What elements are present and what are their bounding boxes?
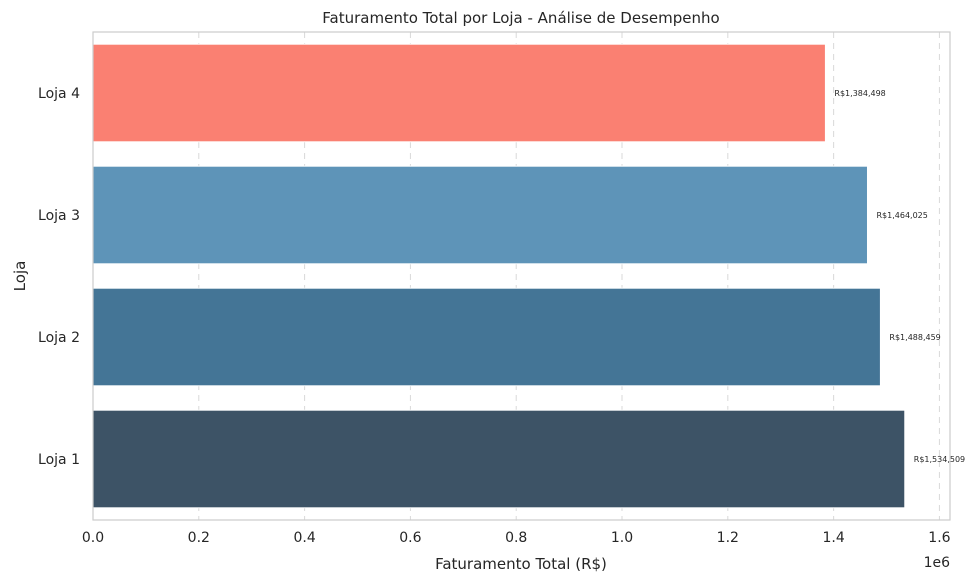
x-tick-label: 0.8 xyxy=(505,530,527,546)
bar-loja-1 xyxy=(92,409,906,509)
x-tick-label: 1.2 xyxy=(717,530,739,546)
y-axis-ticks: Loja 1 Loja 2 Loja 3 Loja 4 xyxy=(38,86,80,468)
bar-value-label: R$1,384,498 xyxy=(834,89,885,98)
bar-loja-3 xyxy=(92,165,868,265)
plot-frame xyxy=(92,31,951,521)
x-tick-label: 0.6 xyxy=(399,530,421,546)
y-axis-label: Loja xyxy=(11,261,29,292)
x-axis-label: Faturamento Total (R$) xyxy=(435,555,607,573)
bar-value-label: R$1,488,459 xyxy=(889,333,940,342)
x-tick-label: 1.6 xyxy=(928,530,950,546)
x-tick-label: 0.0 xyxy=(82,530,104,546)
x-axis-ticks: 0.0 0.2 0.4 0.6 0.8 1.0 1.2 1.4 1.6 xyxy=(82,530,951,546)
y-tick-label: Loja 1 xyxy=(38,452,80,468)
y-tick-label: Loja 4 xyxy=(38,86,80,102)
x-tick-label: 0.2 xyxy=(188,530,210,546)
y-tick-label: Loja 2 xyxy=(38,330,80,346)
value-labels: R$1,534,509 R$1,488,459 R$1,464,025 R$1,384… xyxy=(834,89,965,464)
y-tick-label: Loja 3 xyxy=(38,208,80,224)
bars xyxy=(92,43,906,509)
bar-value-label: R$1,464,025 xyxy=(876,211,927,220)
bar-value-label: R$1,534,509 xyxy=(914,455,965,464)
x-axis-offset-label: 1e6 xyxy=(924,555,951,571)
chart-title: Faturamento Total por Loja - Análise de … xyxy=(322,9,719,27)
x-tick-label: 0.4 xyxy=(293,530,315,546)
x-tick-label: 1.4 xyxy=(822,530,844,546)
bar-loja-2 xyxy=(92,287,881,387)
bar-loja-4 xyxy=(92,43,826,143)
x-tick-label: 1.0 xyxy=(611,530,633,546)
